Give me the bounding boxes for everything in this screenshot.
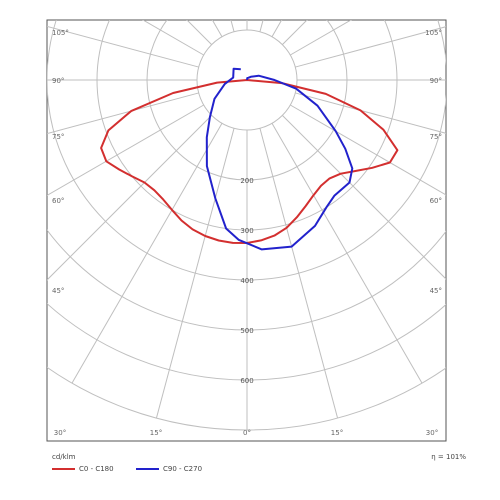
- series-line-c90-c270: [205, 67, 354, 251]
- grid-spoke: [71, 123, 223, 384]
- grid-spoke: [295, 92, 446, 134]
- angle-tick-label-right: 75°: [430, 133, 442, 141]
- radial-tick-label: 200: [240, 177, 253, 185]
- angle-tick-label-left: 45°: [52, 287, 64, 295]
- angle-tick-label-left: 105°: [52, 29, 69, 37]
- grid-spoke: [259, 128, 339, 419]
- angle-tick-label-left: 75°: [52, 133, 64, 141]
- grid-spoke: [47, 115, 212, 281]
- angle-tick-label-bottom: 30°: [426, 429, 438, 437]
- grid-spoke: [290, 20, 352, 56]
- angle-tick-label-bottom: 15°: [150, 429, 162, 437]
- angle-tick-label-left: 60°: [52, 197, 64, 205]
- angle-tick-label-right: 90°: [430, 77, 442, 85]
- grid-spoke: [155, 128, 235, 419]
- radial-tick-label: 400: [240, 277, 253, 285]
- radial-tick-label: 600: [240, 377, 253, 385]
- grid-spoke: [290, 104, 446, 196]
- polar-grid: [47, 20, 446, 431]
- tick-labels: 200 300 400 500 600 105° 90° 75° 60° 45° 105° 90° 75…: [52, 29, 442, 437]
- angle-tick-label-bottom: 30°: [54, 429, 66, 437]
- angle-tick-label-right: 45°: [430, 287, 442, 295]
- unit-label: cd/klm: [52, 453, 76, 461]
- angle-tick-label-left: 90°: [52, 77, 64, 85]
- efficiency-label: η = 101%: [431, 453, 466, 461]
- legend-label-c0-c180: C0 - C180: [79, 465, 114, 473]
- angle-tick-label-right: 105°: [425, 29, 442, 37]
- grid-spoke: [47, 104, 204, 197]
- radial-tick-label: 500: [240, 327, 253, 335]
- grid-spoke: [282, 115, 446, 280]
- grid-spoke: [47, 25, 199, 68]
- angle-tick-label-right: 60°: [430, 197, 442, 205]
- grid-spoke: [142, 20, 204, 56]
- grid-spoke: [47, 92, 199, 135]
- grid-spoke: [271, 123, 423, 384]
- grid-spoke: [295, 26, 446, 68]
- legend-label-c90-c270: C90 - C270: [163, 465, 202, 473]
- angle-tick-label-bottom: 15°: [331, 429, 343, 437]
- angle-tick-label-bottom: 0°: [243, 429, 251, 437]
- series-layer: [100, 67, 399, 251]
- radial-tick-label: 300: [240, 227, 253, 235]
